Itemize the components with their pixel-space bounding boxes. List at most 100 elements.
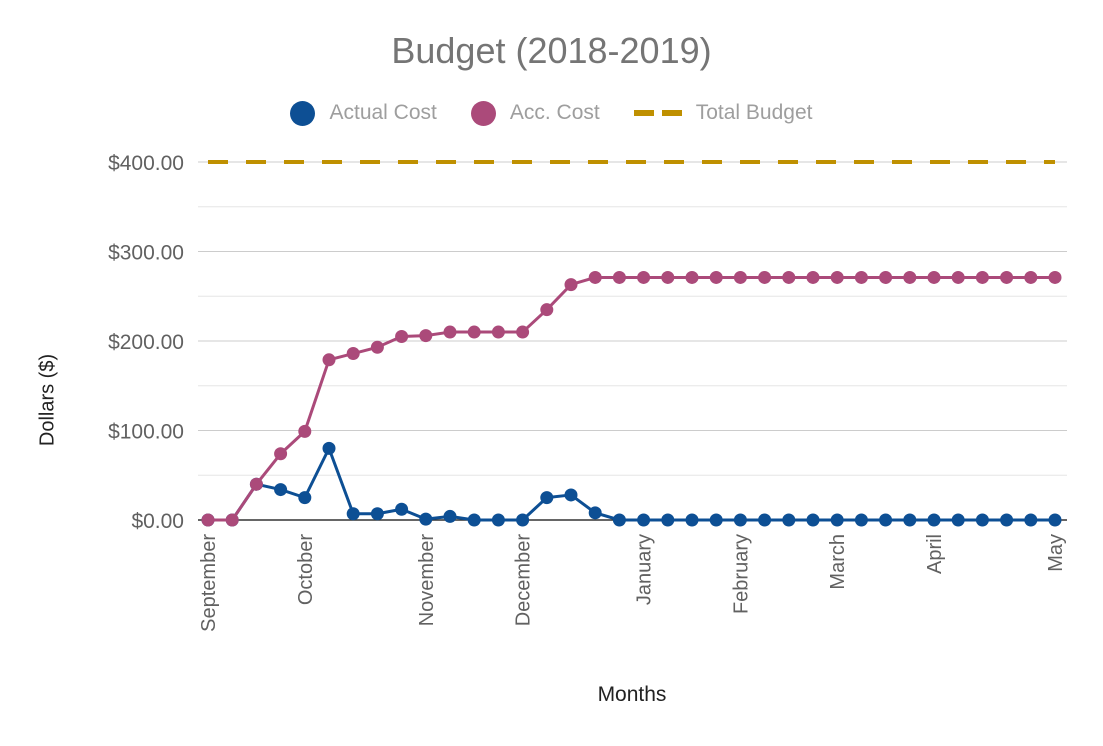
data-point-acc-cost	[758, 270, 772, 284]
data-point-acc-cost	[637, 270, 651, 284]
data-point-acc-cost	[927, 270, 941, 284]
data-point-actual-cost	[637, 513, 651, 527]
chart-title: Budget (2018-2019)	[391, 30, 712, 71]
data-point-acc-cost	[370, 340, 384, 354]
data-point-actual-cost	[564, 488, 578, 502]
data-point-actual-cost	[540, 491, 554, 505]
data-point-acc-cost	[298, 424, 312, 438]
data-point-acc-cost	[709, 270, 723, 284]
x-tick-label: May	[1045, 534, 1067, 572]
data-point-actual-cost	[1024, 513, 1038, 527]
data-point-acc-cost	[1048, 270, 1062, 284]
x-axis-ticks: September October November December January F…	[198, 534, 1067, 632]
legend-item-actual-cost[interactable]: Actual Cost	[290, 100, 437, 126]
data-point-actual-cost	[830, 513, 844, 527]
x-tick-label: October	[295, 534, 317, 605]
data-point-acc-cost	[903, 270, 917, 284]
data-point-acc-cost	[685, 270, 699, 284]
y-tick-label: $400.00	[108, 152, 184, 175]
data-point-actual-cost	[516, 513, 530, 527]
data-point-acc-cost	[419, 329, 433, 343]
legend-label-acc-cost: Acc. Cost	[509, 101, 600, 124]
data-point-actual-cost	[612, 513, 626, 527]
data-point-acc-cost	[225, 513, 239, 527]
x-tick-label: March	[827, 534, 849, 590]
data-point-acc-cost	[975, 270, 989, 284]
x-tick-label: February	[730, 534, 752, 614]
data-point-acc-cost	[733, 270, 747, 284]
y-tick-label: $0.00	[131, 510, 184, 533]
data-point-actual-cost	[346, 507, 360, 521]
data-point-acc-cost	[1000, 270, 1014, 284]
data-point-acc-cost	[249, 477, 263, 491]
data-point-actual-cost	[782, 513, 796, 527]
data-point-acc-cost	[612, 270, 626, 284]
legend-label-actual-cost: Actual Cost	[329, 101, 437, 124]
series-layer	[201, 160, 1062, 527]
legend-item-acc-cost[interactable]: Acc. Cost	[470, 100, 600, 126]
series-line-actual-cost	[208, 446, 1055, 522]
data-point-actual-cost	[806, 513, 820, 527]
y-tick-label: $100.00	[108, 421, 184, 444]
data-point-acc-cost	[443, 325, 457, 339]
data-point-acc-cost	[564, 278, 578, 292]
data-point-acc-cost	[201, 513, 215, 527]
x-tick-label: September	[198, 534, 220, 632]
data-point-acc-cost	[322, 353, 336, 367]
data-point-actual-cost	[322, 441, 336, 455]
data-point-acc-cost	[516, 325, 530, 339]
data-point-acc-cost	[346, 347, 360, 361]
data-point-actual-cost	[395, 502, 409, 516]
gridlines	[198, 161, 1067, 521]
y-axis-ticks: $0.00 $100.00 $200.00 $300.00 $400.00	[108, 152, 184, 533]
data-point-acc-cost	[830, 270, 844, 284]
data-point-acc-cost	[540, 303, 554, 317]
data-point-acc-cost	[661, 270, 675, 284]
data-point-acc-cost	[806, 270, 820, 284]
x-tick-label: January	[634, 534, 656, 605]
legend-label-total-budget: Total Budget	[695, 101, 813, 124]
data-point-acc-cost	[1024, 270, 1038, 284]
data-point-acc-cost	[395, 330, 409, 344]
x-tick-label: April	[924, 534, 946, 574]
legend-item-total-budget[interactable]: Total Budget	[633, 101, 813, 125]
data-point-acc-cost	[782, 270, 796, 284]
data-point-actual-cost	[733, 513, 747, 527]
legend: Actual Cost Acc. Cost Total Budget	[0, 96, 1103, 130]
data-point-acc-cost	[274, 447, 288, 461]
data-point-actual-cost	[419, 512, 433, 526]
x-axis-title: Months	[597, 683, 667, 706]
data-point-acc-cost	[951, 270, 965, 284]
data-point-actual-cost	[467, 513, 481, 527]
data-point-actual-cost	[709, 513, 723, 527]
data-point-actual-cost	[1000, 513, 1014, 527]
data-point-actual-cost	[758, 513, 772, 527]
legend-marker-actual-cost	[290, 100, 316, 126]
data-point-actual-cost	[274, 483, 288, 497]
data-point-actual-cost	[927, 513, 941, 527]
data-point-actual-cost	[903, 513, 917, 527]
y-tick-label: $300.00	[108, 242, 184, 265]
data-point-acc-cost	[588, 270, 602, 284]
data-point-actual-cost	[685, 513, 699, 527]
data-point-acc-cost	[491, 325, 505, 339]
legend-marker-acc-cost	[470, 100, 496, 126]
data-point-actual-cost	[491, 513, 505, 527]
data-point-acc-cost	[854, 270, 868, 284]
data-point-actual-cost	[951, 513, 965, 527]
data-point-actual-cost	[370, 507, 384, 521]
data-point-actual-cost	[1048, 513, 1062, 527]
data-point-actual-cost	[661, 513, 675, 527]
x-tick-label: December	[513, 534, 535, 627]
data-point-actual-cost	[588, 506, 602, 520]
series-line-acc-cost	[208, 275, 1055, 522]
data-point-actual-cost	[298, 491, 312, 505]
x-tick-label: November	[416, 534, 438, 627]
data-point-acc-cost	[467, 325, 481, 339]
data-point-actual-cost	[443, 509, 457, 523]
y-tick-label: $200.00	[108, 331, 184, 354]
data-point-actual-cost	[854, 513, 868, 527]
data-point-actual-cost	[879, 513, 893, 527]
data-point-acc-cost	[879, 270, 893, 284]
